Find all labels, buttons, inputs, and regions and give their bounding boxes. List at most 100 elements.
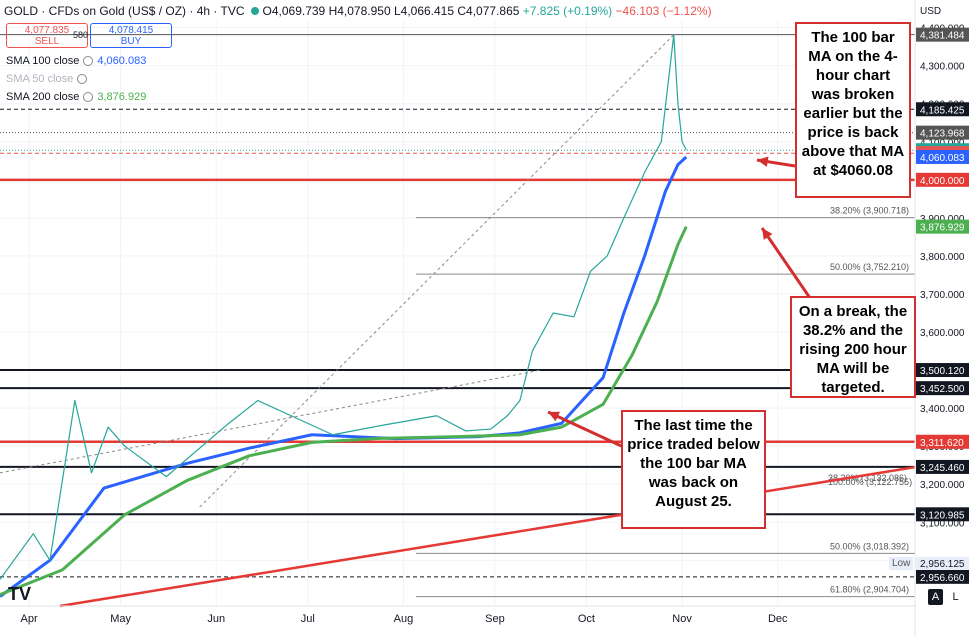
price-tag-label: 3,245.460 (920, 463, 965, 474)
x-tick-label: Aug (394, 613, 414, 625)
market-open-icon (250, 7, 259, 15)
y-tick-label: 3,700.000 (920, 290, 965, 301)
x-tick-label: Jun (207, 613, 225, 625)
price-tag-label: 3,120.985 (920, 510, 965, 521)
y-tick-label: 3,400.000 (920, 404, 965, 415)
x-tick-label: May (110, 613, 131, 625)
y-tick-label: 3,100.000 (920, 518, 965, 529)
price-tag (916, 434, 969, 449)
ohlc-high: H4,078.950 (328, 4, 391, 18)
trendlines (0, 34, 916, 608)
indicator-value: 3,876.929 (97, 91, 147, 103)
sell-button[interactable]: 4,077.835 SELL (6, 23, 88, 48)
fib-label: 61.80% (2,904.704) (830, 585, 909, 595)
x-tick-label: Nov (672, 613, 692, 625)
fib-label: 38.20% (3,900.718) (830, 206, 909, 216)
sell-price: 4,077.835 (24, 25, 70, 36)
annotation-top: The 100 bar MA on the 4-hour chart was b… (795, 22, 911, 198)
hidden-eye-icon[interactable] (77, 74, 88, 84)
price-tag (916, 219, 969, 234)
price-tag (916, 172, 969, 187)
indicator-sma50[interactable]: SMA 50 close (6, 73, 91, 85)
settings-icon[interactable] (83, 56, 94, 66)
price-tag (916, 125, 969, 140)
spread: 580 (73, 30, 89, 40)
fib-label: 38.20% (3,132.086) (828, 473, 907, 483)
low-tag-bg (916, 557, 969, 570)
y-tick-label: 4,300.000 (920, 62, 965, 73)
x-tick-label: Dec (768, 613, 788, 625)
series-sma-100-close (0, 155, 688, 598)
chart-grid (0, 20, 915, 606)
change-neg: −46.103 (−1.12%) (615, 4, 712, 18)
price-tag-label: 4,000.000 (920, 176, 965, 187)
indicator-label: SMA 50 close (6, 73, 74, 85)
fib-label: 50.00% (3,018.392) (830, 541, 909, 551)
low-value: 2,956.125 (920, 559, 965, 570)
arrow-top-head (757, 156, 769, 167)
ohlc-close: C4,077.865 (457, 4, 520, 18)
annotation-middle: On a break, the 38.2% and the rising 200… (790, 296, 916, 398)
arrow-middle-head (762, 228, 773, 240)
price-tag-label: 3,311.620 (920, 438, 964, 449)
series-price (0, 34, 687, 580)
horizontal-levels: 38.20% (3,900.718) 50.00% (3,752.210) 50.0… (0, 34, 915, 598)
change-pos: +7.825 (+0.19%) (522, 4, 613, 18)
tradingview-logo: TV (8, 584, 32, 604)
price-tag-label: 4,123.968 (920, 129, 965, 140)
x-tick-label: Jul (301, 613, 315, 625)
indicator-label: SMA 100 close (6, 55, 80, 67)
dashed-trendline (0, 369, 541, 474)
y-tick-label: 3,200.000 (920, 480, 965, 491)
x-tick-label: Sep (485, 613, 505, 625)
price-tag-label: 4,381.484 (920, 31, 965, 42)
price-tag-label: 2,956.660 (920, 573, 965, 584)
series-sma-200-close (0, 225, 688, 596)
buy-label: BUY (120, 36, 142, 47)
arrow-bottom (547, 410, 631, 452)
buy-price: 4,078.415 (108, 25, 154, 36)
currency-label[interactable]: USD (920, 6, 942, 17)
fib-label: 50.00% (3,752.210) (830, 262, 909, 272)
series-lines (0, 34, 688, 598)
y-tick-label: 3,900.000 (920, 214, 965, 225)
price-tag (916, 363, 969, 378)
price-tag-label: 3,452.500 (920, 384, 965, 395)
price-tag (916, 27, 969, 42)
x-tick-label: Oct (578, 613, 595, 625)
indicator-label: SMA 200 close (6, 91, 80, 103)
price-tag-label: 4,060.083 (920, 153, 965, 164)
red-trendline (59, 465, 916, 608)
annotation-bottom: The last time the price traded below the… (621, 410, 766, 529)
y-tick-label: 3,800.000 (920, 252, 965, 263)
indicator-sma100[interactable]: SMA 100 close 4,060.083 (6, 55, 146, 67)
indicator-sma200[interactable]: SMA 200 close 3,876.929 (6, 91, 146, 103)
log-scale-button[interactable]: L (952, 591, 959, 603)
annotation-arrows (547, 156, 812, 452)
ohlc-low: L4,066.415 (393, 4, 455, 18)
auto-scale-button[interactable]: A (928, 589, 943, 605)
sell-label: SELL (34, 36, 60, 47)
symbol-header: GOLD · CFDs on Gold (US$ / OZ) · 4h · TV… (4, 4, 712, 18)
buy-button[interactable]: 4,078.415 BUY (90, 23, 172, 48)
price-axis-bg (915, 0, 975, 636)
arrow-bottom-head (548, 411, 560, 422)
price-tag (916, 149, 969, 164)
price-tag (916, 569, 969, 584)
x-tick-label: Apr (21, 613, 38, 625)
indicator-value: 4,060.083 (97, 55, 147, 67)
price-tag-label: 4,185.425 (920, 105, 965, 116)
settings-icon[interactable] (83, 92, 94, 102)
price-tag (916, 102, 969, 117)
y-tick-label: 3,600.000 (920, 328, 965, 339)
arrow-middle (760, 227, 812, 299)
ohlc-open: O4,069.739 (262, 4, 326, 18)
fib-label: 100.00% (3,122.755) (828, 477, 912, 487)
price-tag (916, 507, 969, 522)
price-tag (916, 381, 969, 396)
price-tag (916, 459, 969, 474)
symbol-title[interactable]: GOLD · CFDs on Gold (US$ / OZ) · 4h · TV… (4, 4, 245, 18)
low-tag: Low (889, 557, 914, 570)
price-tag-label: 3,500.120 (920, 366, 965, 377)
